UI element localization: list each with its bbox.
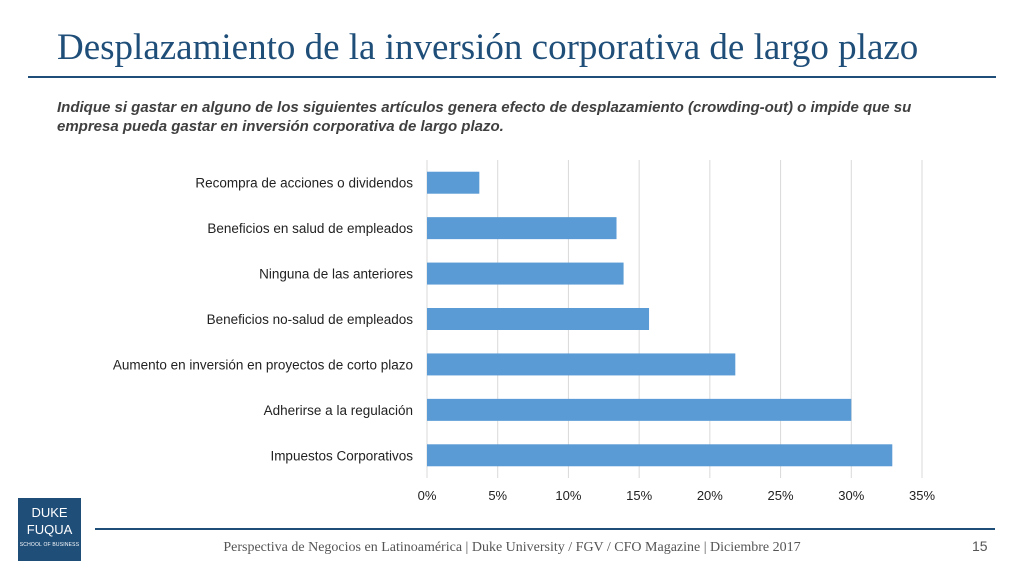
logo-line-1: DUKE bbox=[31, 505, 68, 520]
logo-line-2: FUQUA bbox=[26, 522, 73, 537]
page-number: 15 bbox=[972, 538, 988, 554]
duke-fuqua-logo: DUKE FUQUA SCHOOL OF BUSINESS bbox=[18, 498, 81, 561]
slide-title: Desplazamiento de la inversión corporati… bbox=[57, 27, 919, 68]
x-tick-label: 15% bbox=[626, 488, 652, 503]
x-tick-label: 25% bbox=[768, 488, 794, 503]
bar bbox=[427, 398, 852, 421]
category-label: Ninguna de las anteriores bbox=[259, 267, 413, 282]
footer-divider bbox=[95, 528, 995, 530]
category-label: Beneficios en salud de empleados bbox=[207, 221, 413, 236]
category-label: Adherirse a la regulación bbox=[264, 403, 413, 418]
category-label: Recompra de acciones o dividendos bbox=[195, 176, 413, 191]
x-tick-label: 0% bbox=[418, 488, 437, 503]
x-tick-label: 30% bbox=[838, 488, 864, 503]
title-divider bbox=[28, 76, 996, 78]
bar bbox=[427, 308, 650, 330]
bar bbox=[427, 353, 736, 376]
bar bbox=[427, 171, 480, 194]
bar bbox=[427, 262, 624, 285]
x-tick-label: 35% bbox=[909, 488, 935, 503]
bar bbox=[427, 217, 617, 240]
category-label: Aumento en inversión en proyectos de cor… bbox=[113, 357, 413, 372]
category-label: Beneficios no-salud de empleados bbox=[207, 312, 414, 327]
x-tick-label: 5% bbox=[488, 488, 507, 503]
logo-line-3: SCHOOL OF BUSINESS bbox=[19, 542, 80, 548]
x-tick-label: 10% bbox=[555, 488, 581, 503]
category-label: Impuestos Corporativos bbox=[270, 448, 413, 463]
x-tick-label: 20% bbox=[697, 488, 723, 503]
slide-subtitle: Indique si gastar en alguno de los sigui… bbox=[57, 99, 912, 135]
footer-text: Perspectiva de Negocios en Latinoamérica… bbox=[223, 540, 801, 555]
bar bbox=[427, 444, 893, 467]
